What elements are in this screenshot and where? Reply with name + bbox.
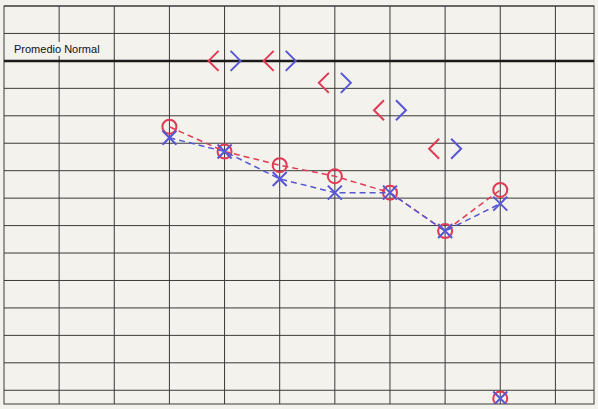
grid-line-x <box>334 6 335 404</box>
marker-right-bracket <box>396 100 406 120</box>
grid-line-x <box>224 6 225 404</box>
annotation-label: Promedio Normal <box>14 43 100 55</box>
grid-line-x <box>279 6 280 404</box>
series <box>493 392 507 404</box>
series <box>231 51 462 159</box>
marker-x <box>493 392 507 404</box>
grid-line-y <box>4 143 594 144</box>
annotation-texts: Promedio Normal <box>12 42 102 56</box>
series-line <box>169 138 500 231</box>
grid-line-x <box>114 6 115 404</box>
series <box>493 392 507 404</box>
annotations <box>4 60 594 61</box>
series-line <box>169 127 500 231</box>
grid-line-y <box>4 60 594 61</box>
background <box>0 0 598 409</box>
marker-left-bracket <box>264 51 274 71</box>
plot-frame <box>4 6 594 404</box>
marker-left-bracket <box>319 73 329 93</box>
grid-line-y <box>4 88 594 89</box>
grid-line-y <box>4 225 594 226</box>
grid-line-x <box>389 6 390 404</box>
grid-line-x <box>59 6 60 404</box>
label-patch <box>12 42 102 56</box>
grid <box>4 6 594 404</box>
marker-x <box>218 144 232 158</box>
grid-line-y <box>4 307 594 308</box>
grid-line-y <box>4 335 594 336</box>
marker-right-bracket <box>231 51 241 71</box>
grid-line-x <box>445 6 446 404</box>
marks <box>162 51 507 404</box>
marker-circle <box>328 169 342 183</box>
series <box>162 120 507 238</box>
grid-line-y <box>4 390 594 391</box>
reference-line <box>4 60 594 63</box>
grid-line-y <box>4 33 594 34</box>
marker-x <box>162 131 176 145</box>
grid-line-x <box>169 6 170 404</box>
marker-circle <box>273 158 287 172</box>
marker-left-bracket <box>209 51 219 71</box>
marker-x <box>328 186 342 200</box>
marker-x <box>383 186 397 200</box>
marker-x <box>438 224 452 238</box>
grid-line-y <box>4 253 594 254</box>
grid-line-y <box>4 362 594 363</box>
marker-circle <box>493 183 507 197</box>
marker-x <box>493 197 507 211</box>
marker-circle <box>438 224 452 238</box>
marker-right-bracket <box>451 139 461 159</box>
series <box>209 51 440 159</box>
series <box>162 131 507 238</box>
grid-line-y <box>4 115 594 116</box>
chart: Promedio Normal <box>0 0 598 409</box>
marker-right-bracket <box>341 73 351 93</box>
marker-left-bracket <box>374 100 384 120</box>
grid-line-x <box>555 6 556 404</box>
marker-right-bracket <box>286 51 296 71</box>
marker-x <box>273 172 287 186</box>
grid-line-y <box>4 170 594 171</box>
marker-circle <box>218 144 232 158</box>
marker-circle <box>493 392 507 404</box>
grid-line-y <box>4 280 594 281</box>
marker-left-bracket <box>429 139 439 159</box>
